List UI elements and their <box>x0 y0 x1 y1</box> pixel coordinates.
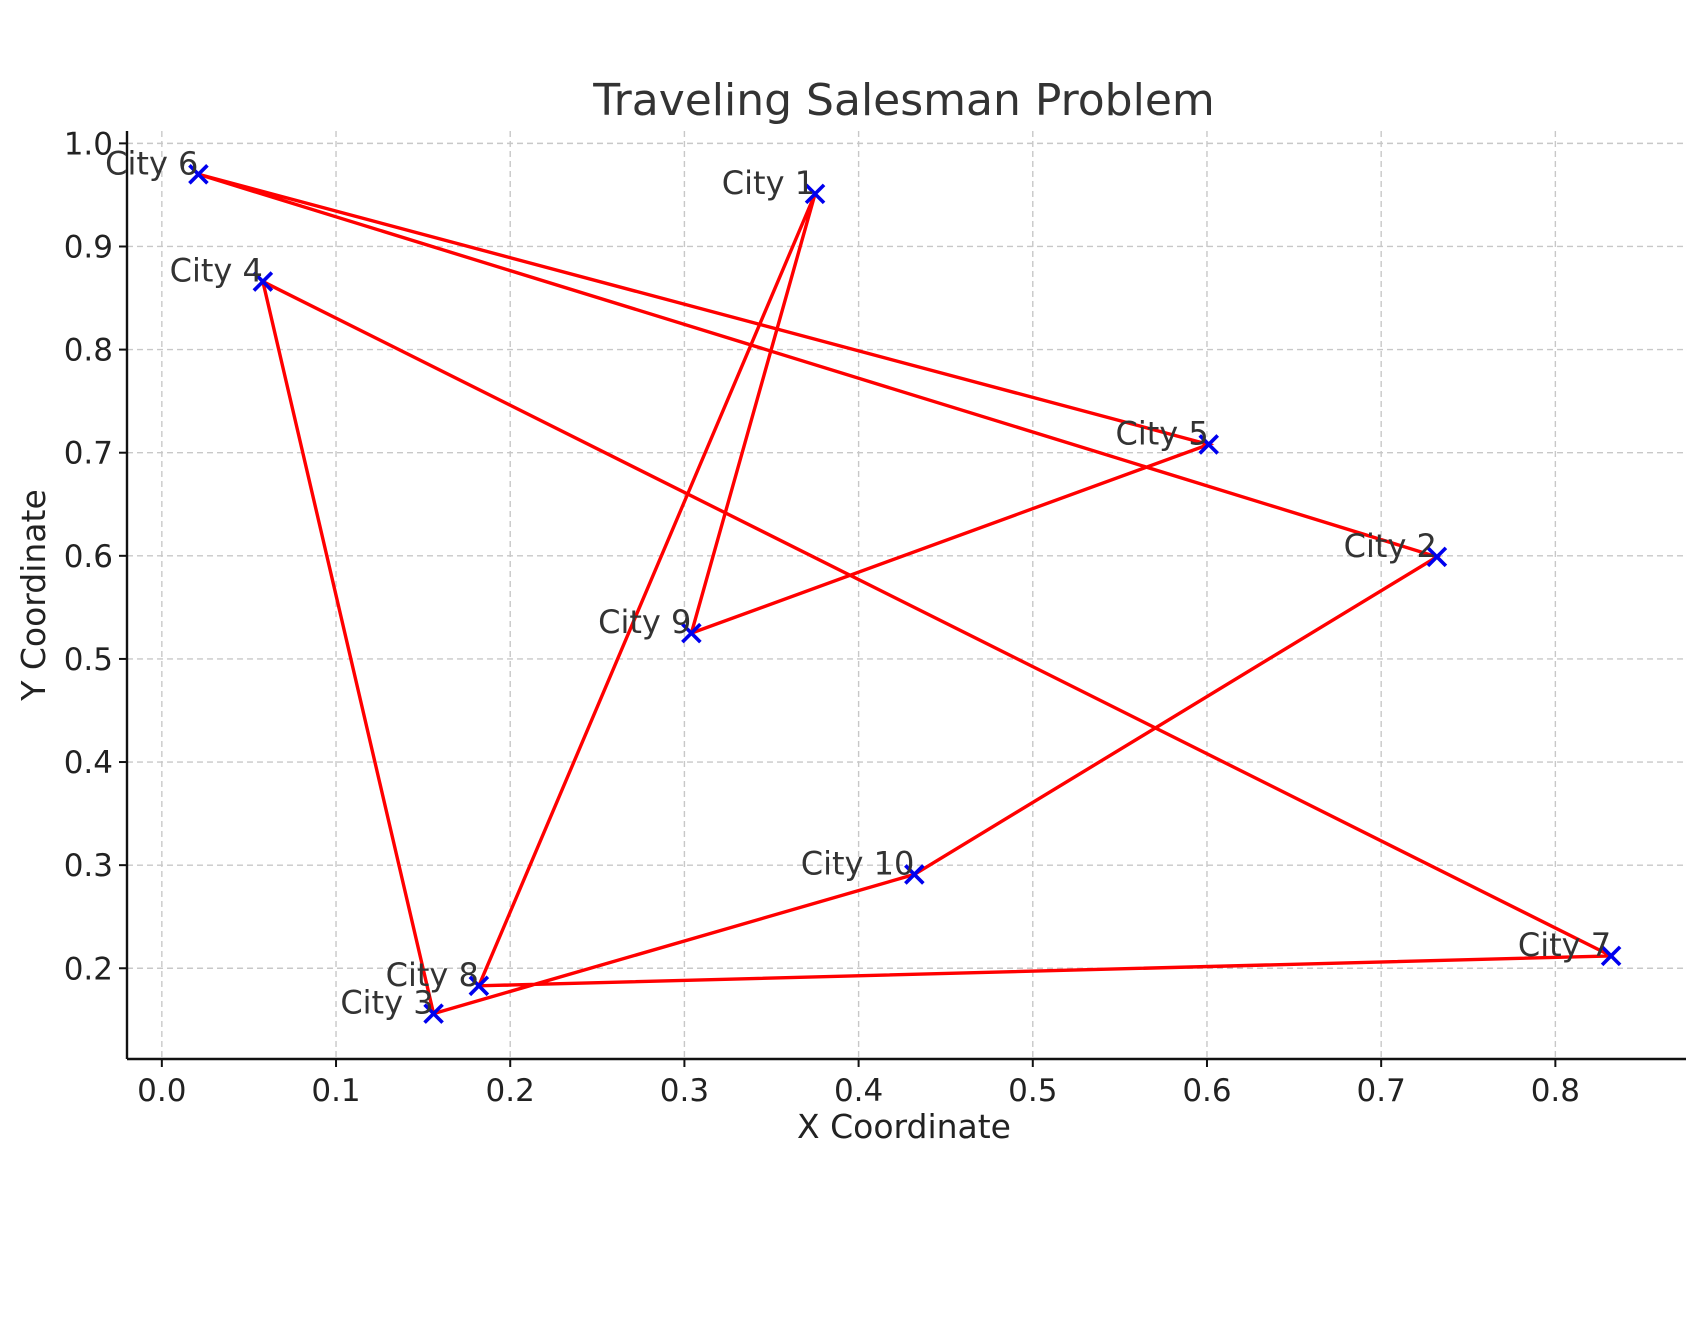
y-tick-label: 0.4 <box>64 745 113 781</box>
y-tick-label: 0.7 <box>64 436 113 472</box>
city-marker-city-6 <box>188 164 209 185</box>
x-tick-label: 0.1 <box>311 1073 360 1109</box>
x-tick-label: 0.7 <box>1357 1073 1406 1109</box>
city-markers <box>188 164 1622 1024</box>
y-tick-label: 0.6 <box>64 539 113 575</box>
axis-ticks: 0.0 0.1 0.2 0.3 0.4 0.5 0.6 0.7 0.8 0.2 0.3 0.4 0.5 0… <box>64 126 1580 1109</box>
city-label-city-4: City 4 <box>170 252 263 290</box>
city-label-city-10: City 10 <box>801 844 915 882</box>
city-marker-city-9 <box>681 622 702 644</box>
x-tick-label: 0.3 <box>660 1073 709 1109</box>
x-tick-label: 0.8 <box>1531 1073 1580 1109</box>
x-tick-label: 0.5 <box>1008 1073 1057 1109</box>
city-label-city-9: City 9 <box>598 603 691 641</box>
chart-title: Traveling Salesman Problem <box>592 75 1215 126</box>
city-label-city-3: City 3 <box>340 984 433 1022</box>
city-label-city-8: City 8 <box>386 956 479 994</box>
y-tick-label: 0.3 <box>64 848 113 884</box>
city-labels: City 1 City 2 City 3 City 4 City 5 City 6 City… <box>105 144 1611 1021</box>
y-tick-label: 0.5 <box>64 642 113 678</box>
city-marker-city-7 <box>1600 945 1622 967</box>
x-tick-label: 0.2 <box>486 1073 535 1109</box>
x-tick-label: 0.4 <box>834 1073 883 1109</box>
city-marker-city-3 <box>423 1003 444 1024</box>
city-label-city-1: City 1 <box>722 164 815 202</box>
x-axis-label: X Coordinate <box>797 1107 1011 1146</box>
grid-lines <box>127 131 1686 1059</box>
city-marker-city-8 <box>468 975 490 997</box>
axes <box>125 131 1686 1061</box>
y-axis-label: Y Coordinate <box>14 489 53 702</box>
x-tick-label: 0.6 <box>1182 1073 1231 1109</box>
y-tick-label: 0.8 <box>64 333 113 369</box>
city-label-city-7: City 7 <box>1518 926 1611 964</box>
y-tick-label: 0.9 <box>64 229 113 265</box>
city-label-city-6: City 6 <box>105 144 198 182</box>
route-lines <box>197 172 1612 1016</box>
city-label-city-2: City 2 <box>1344 527 1437 565</box>
y-tick-label: 1.0 <box>64 126 113 162</box>
city-marker-city-1 <box>804 183 826 205</box>
city-marker-city-4 <box>252 271 274 292</box>
city-marker-city-10 <box>904 864 925 885</box>
city-marker-city-5 <box>1198 434 1219 455</box>
city-marker-city-2 <box>1426 546 1448 568</box>
route-line <box>197 172 1612 1016</box>
y-tick-label: 0.2 <box>64 951 113 987</box>
city-label-city-5: City 5 <box>1115 414 1208 452</box>
x-tick-label: 0.0 <box>137 1073 186 1109</box>
